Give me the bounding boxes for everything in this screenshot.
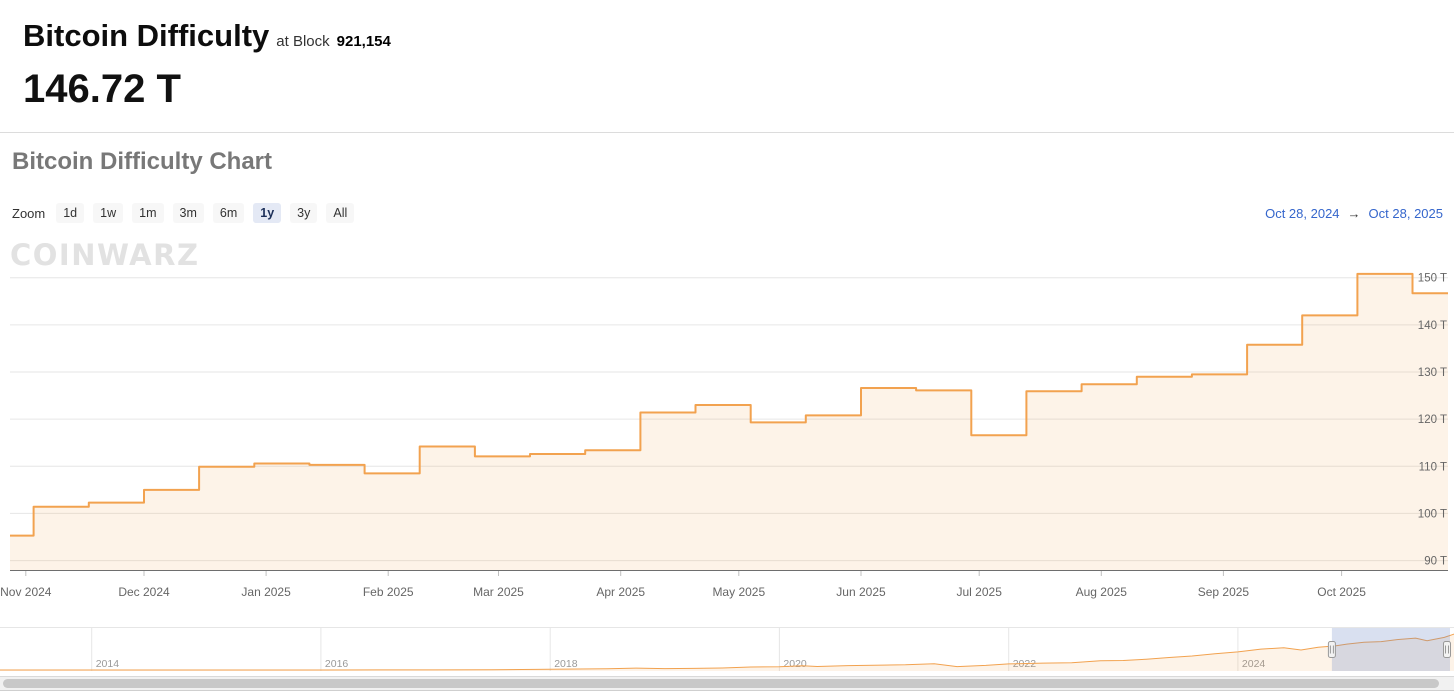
block-number: 921,154: [336, 33, 391, 50]
x-axis-label: Feb 2025: [363, 585, 414, 599]
scrollbar-thumb[interactable]: [2, 679, 1440, 688]
zoom-button-1y[interactable]: 1y: [253, 203, 282, 223]
zoom-button-1d[interactable]: 1d: [56, 203, 85, 223]
navigator-year-label: 2014: [96, 658, 120, 670]
chart-container[interactable]: COINWARZ 90 T 100 T 110 T 120 T 130 T 140 T 15…: [0, 230, 1454, 676]
x-axis-label: Jan 2025: [241, 585, 291, 599]
navigator-right-handle[interactable]: [1443, 641, 1451, 658]
header: Bitcoin Difficulty at Block 921,154 146.…: [23, 18, 391, 112]
x-axis-label: Nov 2024: [0, 585, 52, 599]
y-axis-label: 100 T: [1418, 508, 1447, 520]
horizontal-scrollbar[interactable]: [0, 676, 1454, 691]
y-axis-label: 90 T: [1424, 556, 1447, 568]
header-divider: [0, 132, 1454, 133]
y-axis-label: 130 T: [1418, 367, 1447, 379]
date-range-arrow-icon: →: [1347, 205, 1361, 221]
zoom-button-1w[interactable]: 1w: [93, 203, 124, 223]
x-axis-label: Mar 2025: [473, 585, 524, 599]
date-from-input[interactable]: Oct 28, 2024: [1265, 205, 1340, 221]
y-axis-label: 120 T: [1418, 414, 1447, 426]
y-axis-label: 110 T: [1419, 461, 1447, 473]
at-block-label: at Block: [276, 33, 330, 50]
zoom-button-6m[interactable]: 6m: [212, 203, 245, 223]
navigator-selected-range[interactable]: [1331, 628, 1450, 671]
title-row: Bitcoin Difficulty at Block 921,154: [23, 18, 391, 54]
navigator-left-handle[interactable]: [1327, 641, 1336, 658]
y-axis-label: 140 T: [1418, 320, 1447, 332]
x-axis-label: Jul 2025: [957, 585, 1003, 599]
navigator-year-label: 2016: [325, 658, 349, 670]
navigator-year-label: 2020: [783, 658, 807, 670]
y-axis-label: 150 T: [1418, 273, 1447, 285]
date-to-input[interactable]: Oct 28, 2025: [1368, 205, 1443, 221]
zoom-buttons: 1d 1w 1m 3m 6m 1y 3y All: [56, 203, 355, 223]
zoom-button-all[interactable]: All: [326, 203, 355, 223]
navigator-area-fill: [0, 634, 1454, 671]
x-axis-label: Apr 2025: [596, 585, 645, 599]
navigator-year-label: 2024: [1242, 658, 1266, 670]
navigator-year-label: 2018: [554, 658, 578, 670]
x-axis-label: Aug 2025: [1076, 585, 1128, 599]
zoom-button-1m[interactable]: 1m: [132, 203, 164, 223]
difficulty-series-line: [10, 272, 1448, 537]
x-axis-label: Dec 2024: [118, 585, 170, 599]
page-title: Bitcoin Difficulty: [23, 18, 270, 53]
coinwarz-watermark-logo: COINWARZ: [10, 238, 200, 272]
x-axis-label: Sep 2025: [1198, 585, 1250, 599]
chart-toolbar: Zoom 1d 1w 1m 3m 6m 1y 3y All Oct 28, 2024 → Oc…: [12, 201, 1443, 225]
x-axis-label: Jun 2025: [836, 585, 886, 599]
x-axis-label: Oct 2025: [1317, 585, 1366, 599]
zoom-label: Zoom: [12, 205, 46, 221]
zoom-button-3m[interactable]: 3m: [172, 203, 204, 223]
difficulty-area-fill: [10, 273, 1448, 570]
difficulty-chart[interactable]: 90 T 100 T 110 T 120 T 130 T 140 T 150 T Nov 20…: [0, 230, 1454, 676]
navigator-series-line: [0, 633, 1454, 671]
chart-section-title: Bitcoin Difficulty Chart: [12, 148, 273, 175]
difficulty-value: 146.72 T: [23, 67, 181, 111]
date-range: Oct 28, 2024 → Oct 28, 2025: [1265, 206, 1443, 221]
zoom-button-3y[interactable]: 3y: [290, 203, 318, 223]
x-axis-label: May 2025: [712, 585, 765, 599]
